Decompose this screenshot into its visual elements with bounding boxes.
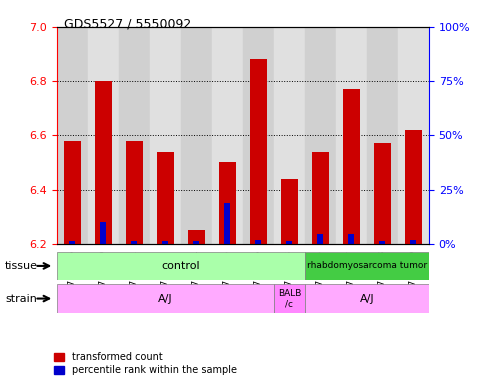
Bar xyxy=(88,27,119,244)
Bar xyxy=(188,230,205,244)
Bar xyxy=(181,27,212,244)
Bar xyxy=(343,89,360,244)
Bar xyxy=(126,141,143,244)
Text: A/J: A/J xyxy=(359,293,374,304)
Bar xyxy=(286,241,292,244)
Bar xyxy=(131,241,137,244)
Bar xyxy=(274,27,305,244)
Bar xyxy=(274,284,305,313)
Bar xyxy=(312,152,329,244)
Bar xyxy=(193,241,199,244)
Bar xyxy=(305,252,429,280)
Bar xyxy=(317,234,323,244)
Text: A/J: A/J xyxy=(158,293,173,304)
Bar xyxy=(398,27,429,244)
Bar xyxy=(349,234,354,244)
Bar xyxy=(150,27,181,244)
Bar xyxy=(119,27,150,244)
Bar xyxy=(57,284,274,313)
Bar xyxy=(380,241,386,244)
Bar xyxy=(100,222,106,244)
Bar xyxy=(212,27,243,244)
Bar xyxy=(224,203,230,244)
Bar xyxy=(255,240,261,244)
Bar xyxy=(250,60,267,244)
Bar xyxy=(219,162,236,244)
Text: BALB
/c: BALB /c xyxy=(278,289,301,308)
Text: tissue: tissue xyxy=(5,261,38,271)
Bar xyxy=(405,130,422,244)
Legend: transformed count, percentile rank within the sample: transformed count, percentile rank withi… xyxy=(54,353,237,375)
Bar xyxy=(336,27,367,244)
Bar xyxy=(374,144,391,244)
Text: strain: strain xyxy=(5,293,37,304)
Text: GDS5527 / 5550092: GDS5527 / 5550092 xyxy=(64,17,191,30)
Bar xyxy=(157,152,174,244)
Bar xyxy=(162,241,168,244)
Bar xyxy=(305,284,429,313)
Bar xyxy=(95,81,112,244)
Text: rhabdomyosarcoma tumor: rhabdomyosarcoma tumor xyxy=(307,262,427,270)
Bar xyxy=(305,27,336,244)
Bar xyxy=(367,27,398,244)
Bar xyxy=(57,252,305,280)
Bar xyxy=(57,27,88,244)
Bar xyxy=(410,240,417,244)
Bar xyxy=(69,241,75,244)
Text: control: control xyxy=(161,261,200,271)
Bar xyxy=(64,141,81,244)
Bar xyxy=(243,27,274,244)
Bar xyxy=(281,179,298,244)
